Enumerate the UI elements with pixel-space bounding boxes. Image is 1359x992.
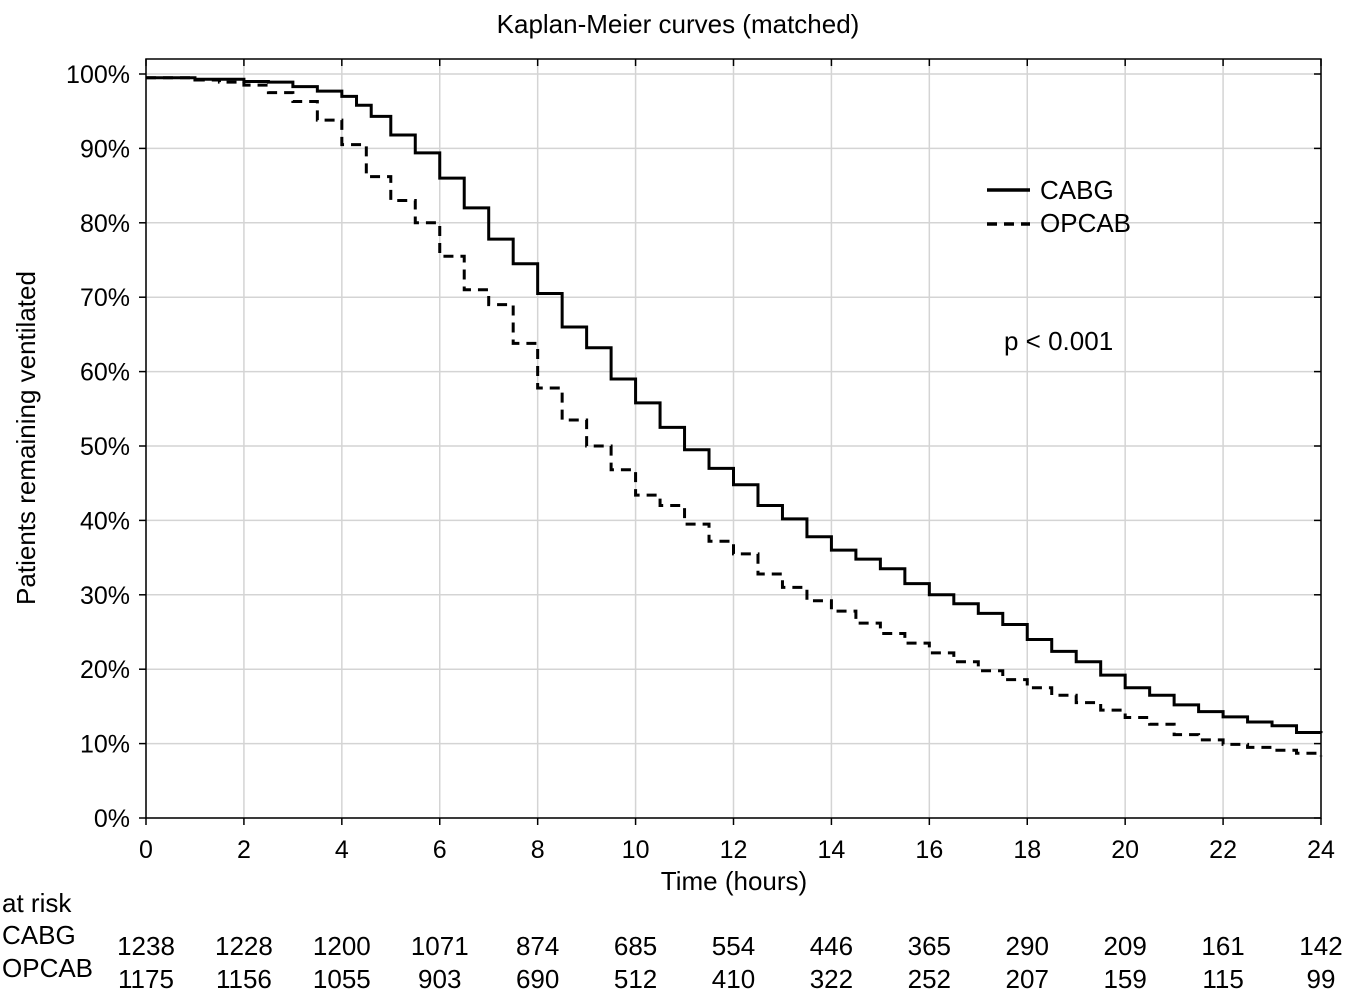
- at-risk-value-opcab: 99: [1307, 964, 1336, 992]
- at-risk-value-opcab: 903: [418, 964, 461, 992]
- x-tick-label: 8: [531, 836, 545, 864]
- at-risk-value-cabg: 1071: [411, 931, 469, 961]
- x-axis-label: Time (hours): [661, 866, 807, 896]
- at-risk-value-cabg: 685: [614, 931, 657, 961]
- legend: CABG OPCAB: [987, 175, 1131, 238]
- x-tick-label: 16: [915, 836, 943, 864]
- at-risk-value-cabg: 554: [712, 931, 755, 961]
- x-tick-label: 24: [1307, 836, 1335, 864]
- y-tick-label: 80%: [80, 210, 130, 238]
- at-risk-label-opcab: OPCAB: [2, 953, 93, 983]
- x-tick-label: 20: [1111, 836, 1139, 864]
- legend-label-cabg: CABG: [1040, 175, 1114, 205]
- y-tick-label: 60%: [80, 359, 130, 387]
- at-risk-value-cabg: 1228: [215, 931, 273, 961]
- x-tick-label: 22: [1209, 836, 1237, 864]
- at-risk-value-cabg: 446: [810, 931, 853, 961]
- km-curve-cabg: [146, 76, 1323, 734]
- legend-label-opcab: OPCAB: [1040, 208, 1131, 238]
- x-tick-label: 10: [622, 836, 650, 864]
- y-tick-label: 10%: [80, 731, 130, 759]
- at-risk-value-opcab: 1156: [216, 964, 272, 992]
- y-tick-label: 20%: [80, 656, 130, 684]
- y-tick-label: 50%: [80, 433, 130, 461]
- at-risk-value-cabg: 1238: [117, 931, 175, 961]
- x-tick-label: 12: [720, 836, 748, 864]
- x-tick-label: 4: [335, 836, 349, 864]
- at-risk-value-cabg: 365: [908, 931, 951, 961]
- y-tick-label: 40%: [80, 507, 130, 535]
- x-tick-label: 6: [433, 836, 447, 864]
- at-risk-value-cabg: 290: [1006, 931, 1049, 961]
- at-risk-value-opcab: 252: [908, 964, 951, 992]
- at-risk-value-cabg: 142: [1299, 931, 1342, 961]
- at-risk-value-cabg: 209: [1103, 931, 1146, 961]
- x-tick-label: 18: [1013, 836, 1041, 864]
- p-value-annotation: p < 0.001: [1004, 326, 1113, 356]
- y-tick-label: 0%: [94, 805, 130, 833]
- at-risk-value-opcab: 690: [516, 964, 559, 992]
- x-tick-label: 2: [237, 836, 251, 864]
- at-risk-label-cabg: CABG: [2, 920, 76, 950]
- at-risk-value-opcab: 159: [1103, 964, 1146, 992]
- x-tick-label: 14: [818, 836, 846, 864]
- at-risk-value-cabg: 874: [516, 931, 559, 961]
- at-risk-value-cabg: 161: [1201, 931, 1244, 961]
- x-axis: 0 2 4 6 8 10 12 14 16 18 20 22 24: [139, 59, 1335, 864]
- y-axis: 0% 10% 20% 30% 40% 50% 60% 70% 80% 90% 100%: [66, 61, 1321, 833]
- at-risk-table: at risk CABG OPCAB 1238 1228 1200 1071 874 68…: [2, 888, 1343, 992]
- y-tick-label: 90%: [80, 135, 130, 163]
- y-tick-label: 100%: [66, 61, 130, 89]
- y-tick-label: 30%: [80, 582, 130, 610]
- x-tick-label: 0: [139, 836, 153, 864]
- at-risk-value-opcab: 410: [712, 964, 755, 992]
- at-risk-value-opcab: 322: [810, 964, 853, 992]
- y-axis-label: Patients remaining ventilated: [11, 271, 41, 605]
- at-risk-header: at risk: [2, 888, 72, 918]
- at-risk-value-opcab: 1175: [118, 964, 174, 992]
- chart-title: Kaplan-Meier curves (matched): [497, 9, 860, 39]
- at-risk-value-opcab: 115: [1202, 964, 1243, 992]
- at-risk-value-opcab: 512: [614, 964, 657, 992]
- y-tick-label: 70%: [80, 284, 130, 312]
- at-risk-value-opcab: 207: [1006, 964, 1049, 992]
- km-curve-opcab: [146, 76, 1323, 757]
- grid: [145, 59, 1322, 819]
- curves: [146, 76, 1323, 757]
- at-risk-value-cabg: 1200: [313, 931, 371, 961]
- at-risk-value-opcab: 1055: [313, 964, 371, 992]
